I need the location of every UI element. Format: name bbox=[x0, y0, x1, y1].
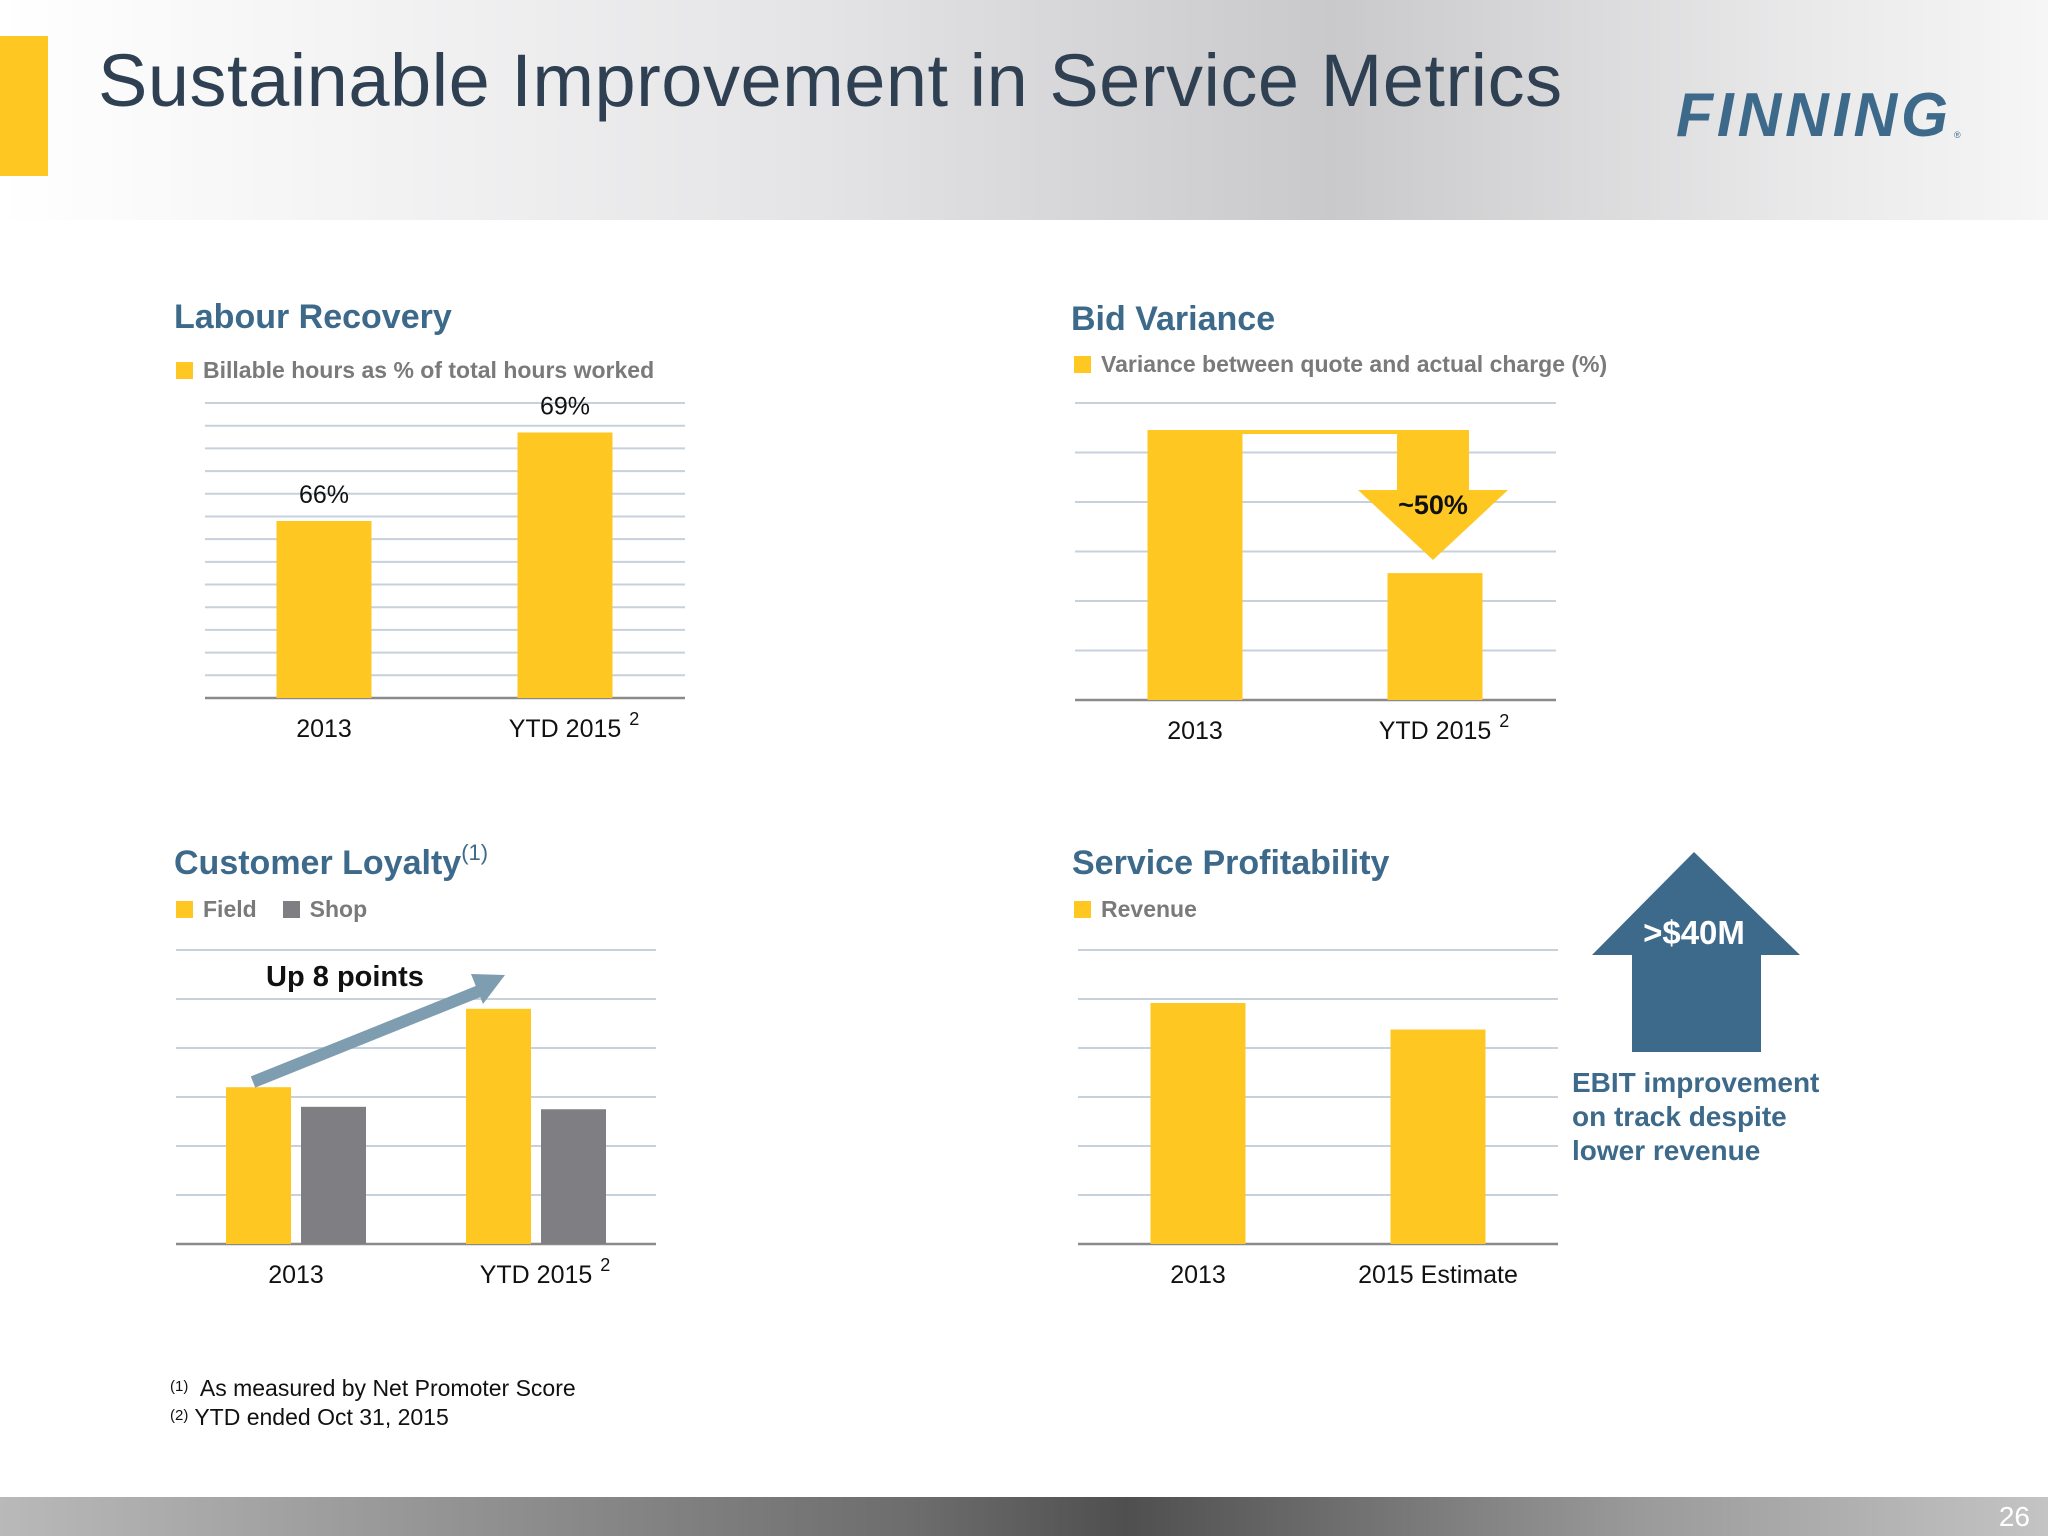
footnote-text: YTD ended Oct 31, 2015 bbox=[194, 1404, 449, 1430]
profit-bar bbox=[1390, 1029, 1486, 1244]
labour-tick-label: 2013 bbox=[296, 715, 352, 743]
up-arrow-icon bbox=[1592, 852, 1800, 1052]
legend-swatch-yellow bbox=[1074, 356, 1091, 373]
bid-bar bbox=[1147, 430, 1243, 700]
loyalty-tick-label: YTD 2015 bbox=[480, 1261, 593, 1289]
finning-logo: FINNING ® bbox=[1676, 81, 1961, 148]
svg-text:FINNING: FINNING bbox=[1676, 81, 1952, 148]
labour-tick-label: YTD 2015 bbox=[509, 715, 622, 743]
legend-customer-loyalty: Field Shop bbox=[176, 896, 393, 923]
footnote-marker: (2) bbox=[170, 1407, 189, 1424]
chart-title-bid-variance: Bid Variance bbox=[1071, 300, 1276, 338]
chart-title-customer-loyalty: Customer Loyalty(1) bbox=[174, 840, 488, 883]
labour-bar bbox=[517, 432, 613, 698]
legend-label: Variance between quote and actual charge… bbox=[1101, 351, 1608, 377]
footnotes: (1) As measured by Net Promoter Score (2… bbox=[170, 1374, 576, 1432]
legend-item-field: Field bbox=[176, 896, 257, 923]
loyalty-bar-shop bbox=[301, 1106, 366, 1244]
loyalty-bar-shop bbox=[541, 1109, 606, 1244]
legend-label: Shop bbox=[309, 896, 368, 922]
legend-label: Billable hours as % of total hours worke… bbox=[203, 357, 655, 383]
legend-label: Revenue bbox=[1101, 896, 1197, 922]
bid-tick-label: YTD 2015 bbox=[1379, 717, 1492, 745]
footnote-marker: (1) bbox=[170, 1378, 189, 1395]
labour-bar bbox=[276, 521, 372, 698]
loyalty-tick-label: 2013 bbox=[268, 1261, 324, 1289]
labour-data-label: 69% bbox=[540, 393, 590, 421]
loyalty-tick-superscript: 2 bbox=[600, 1255, 610, 1275]
footnote-text: As measured by Net Promoter Score bbox=[199, 1375, 576, 1401]
legend-swatch-gray bbox=[282, 901, 300, 918]
footnote-1: (1) As measured by Net Promoter Score bbox=[170, 1374, 576, 1403]
legend-bid-variance: Variance between quote and actual charge… bbox=[1074, 351, 1607, 378]
chart-title-footnote-marker: (1) bbox=[461, 840, 489, 865]
loyalty-annotation: Up 8 points bbox=[266, 961, 424, 993]
legend-label: Field bbox=[203, 896, 257, 922]
profit-tick-label: 2013 bbox=[1170, 1261, 1226, 1289]
header-accent-bar bbox=[0, 36, 48, 176]
ebit-note: EBIT improvement on track despite lower … bbox=[1572, 1067, 1820, 1166]
footer-band bbox=[0, 1497, 2048, 1536]
loyalty-bar-field bbox=[466, 1008, 531, 1244]
labour-data-label: 66% bbox=[299, 481, 349, 509]
loyalty-bar-field bbox=[226, 1087, 291, 1244]
labour-tick-superscript: 2 bbox=[629, 709, 639, 729]
chart-title-labour-recovery: Labour Recovery bbox=[174, 298, 452, 336]
slide-title: Sustainable Improvement in Service Metri… bbox=[98, 39, 1563, 122]
legend-swatch-yellow bbox=[176, 362, 193, 379]
legend-item-shop: Shop bbox=[282, 896, 368, 923]
page-number: 26 bbox=[1998, 1501, 2030, 1532]
bid-annotation: ~50% bbox=[1398, 490, 1468, 520]
trend-arrow-shaft bbox=[250, 984, 485, 1088]
profit-tick-label: 2015 Estimate bbox=[1358, 1261, 1518, 1289]
profit-bar bbox=[1150, 1003, 1246, 1244]
legend-swatch-yellow bbox=[1074, 901, 1091, 918]
legend-service-profitability: Revenue bbox=[1074, 896, 1197, 923]
legend-labour-recovery: Billable hours as % of total hours worke… bbox=[176, 357, 654, 384]
svg-text:®: ® bbox=[1954, 130, 1961, 140]
bid-tick-superscript: 2 bbox=[1499, 711, 1509, 731]
legend-swatch-yellow bbox=[176, 901, 193, 918]
trend-arrow-icon bbox=[471, 974, 505, 1004]
profit-annotation: >$40M bbox=[1643, 914, 1745, 951]
chart-title-text: Customer Loyalty bbox=[174, 844, 462, 882]
down-arrow-icon bbox=[1358, 430, 1508, 560]
header-band bbox=[0, 0, 2048, 220]
chart-title-service-profitability: Service Profitability bbox=[1072, 844, 1390, 882]
bid-bar bbox=[1387, 573, 1483, 700]
bid-tick-label: 2013 bbox=[1167, 717, 1223, 745]
footnote-2: (2) YTD ended Oct 31, 2015 bbox=[170, 1403, 576, 1432]
